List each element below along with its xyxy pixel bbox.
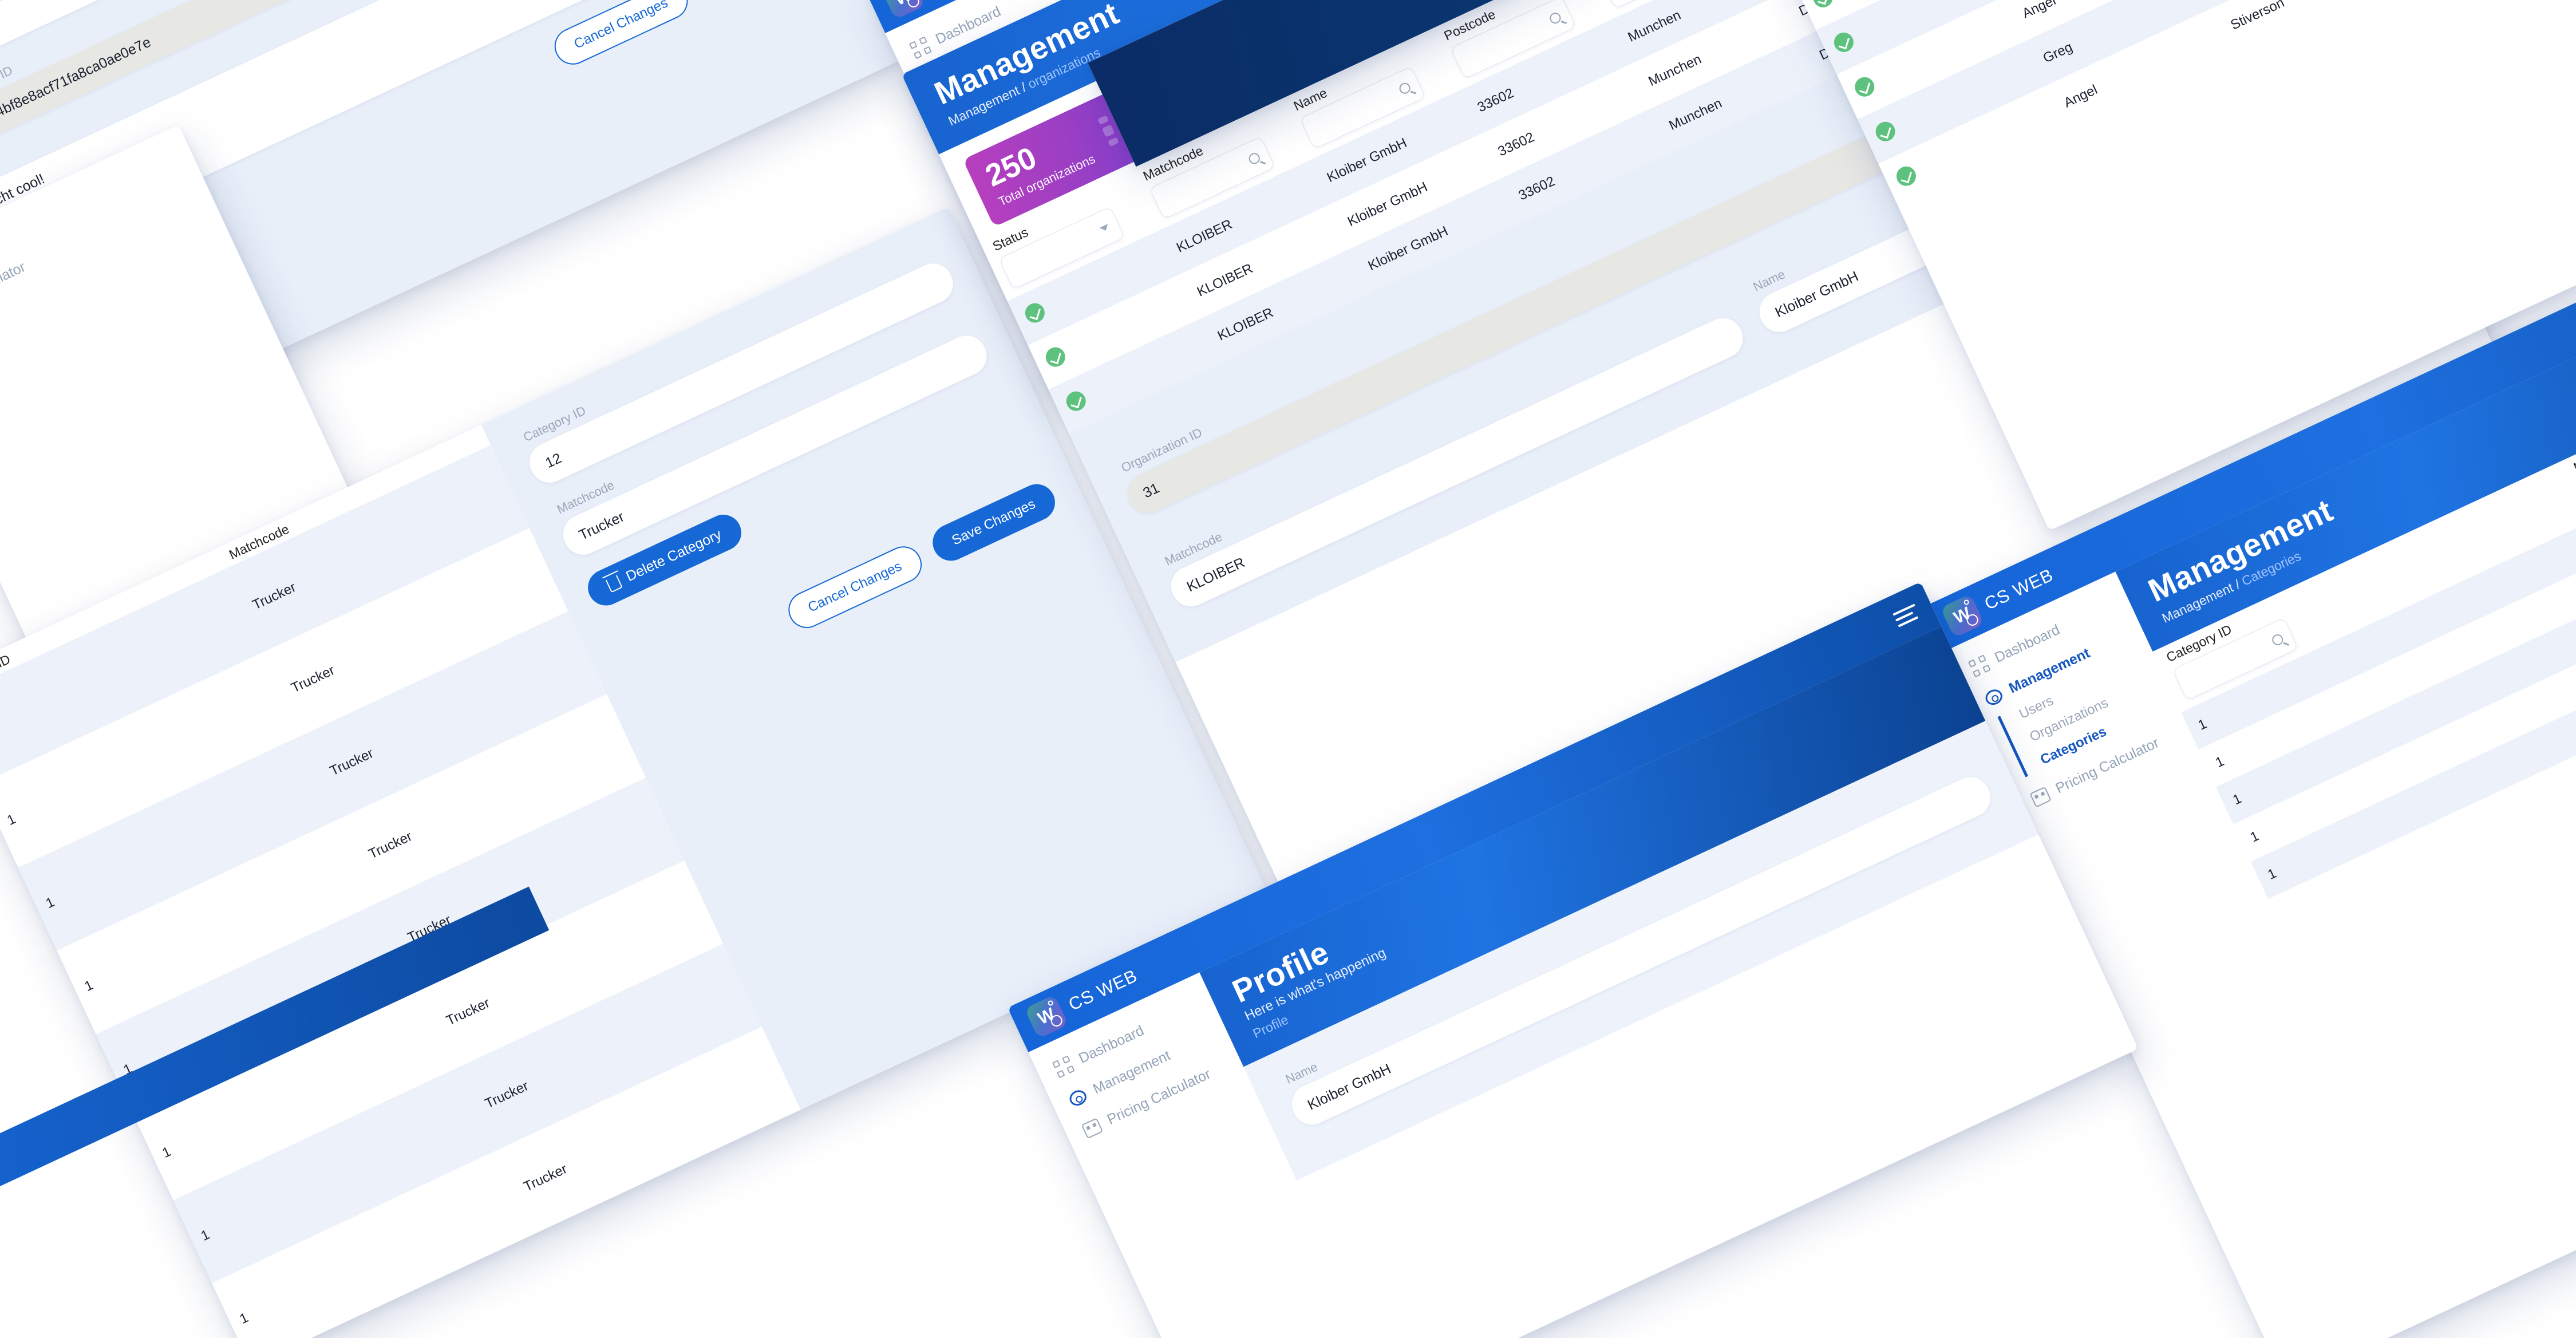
cancel-changes-button[interactable]: Cancel Changes (548, 0, 694, 71)
status-active-icon (1851, 73, 1878, 100)
sidebar-item-pricing-calculator[interactable]: Pricing Calculator (0, 252, 43, 332)
trash-icon (605, 574, 623, 593)
chevron-down-icon (1099, 223, 1110, 232)
status-active-icon (1809, 0, 1836, 11)
sidebar-item-label: Dashboard (1076, 1022, 1147, 1067)
calculator-icon (1081, 1118, 1104, 1139)
hamburger-icon[interactable] (1891, 600, 1922, 631)
status-active-icon (1831, 29, 1857, 55)
w-globe-icon: W (881, 0, 926, 20)
w-globe-icon: W (1024, 994, 1069, 1039)
calculator-icon (2029, 786, 2052, 808)
sidebar-subnav: Users Organizations Categories (1997, 646, 2178, 777)
search-icon (1397, 81, 1412, 96)
sidebar-item-label: Dashboard (1992, 621, 2063, 666)
status-active-icon (1872, 118, 1898, 144)
w-globe-icon: W (1940, 594, 1985, 638)
sidebar-nav: Categories Pricing Calculator (0, 202, 43, 340)
cell-first-name: Stiverson (2228, 0, 2287, 33)
save-changes-button[interactable]: Save Changes (926, 478, 1061, 567)
dashboard-icon (908, 36, 932, 60)
status-active-icon (1893, 163, 1919, 189)
dashboard-icon (1052, 1055, 1075, 1079)
search-icon (1247, 151, 1262, 165)
status-active-icon (1042, 344, 1069, 370)
gear-icon (1982, 686, 2005, 708)
gear-icon (1066, 1087, 1089, 1108)
status-active-icon (1022, 300, 1048, 326)
dashboard-icon (1967, 654, 1991, 678)
search-icon (2270, 632, 2285, 647)
status-active-icon (1063, 388, 1089, 415)
cancel-changes-button[interactable]: Cancel Changes (782, 540, 928, 634)
delete-category-label: Delete Category (623, 526, 724, 585)
save-changes-button[interactable]: Save Changes (692, 0, 827, 3)
sidebar-item-label: Pricing Calculator (0, 259, 28, 321)
users-table-body: Greg Henne Anderson dric@gmail.com Verif… (1775, 0, 2576, 209)
search-icon (1548, 10, 1563, 25)
